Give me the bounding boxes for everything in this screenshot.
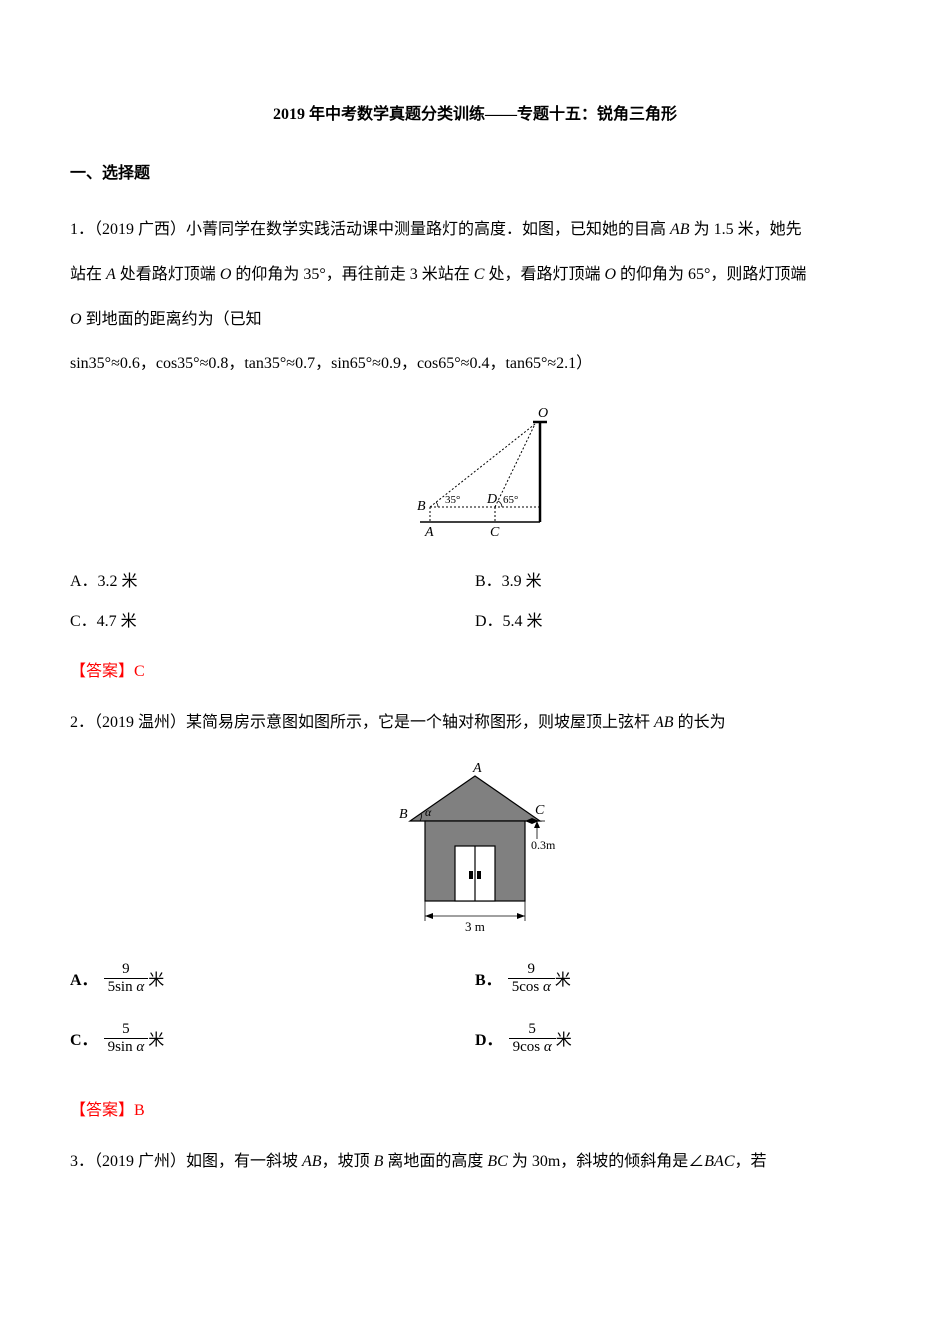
opt-prefix: C． [70,1026,98,1050]
opt-prefix: B． [475,966,502,990]
q1-option-d: D．5.4 米 [475,602,880,642]
q3-text: 3．（2019 广州）如图，有一斜坡 AB，坡顶 B 离地面的高度 BC 为 3… [70,1140,880,1185]
unit: 米 [148,1026,164,1050]
frac-den: 9cos α [509,1039,556,1056]
angle-65: 65° [503,494,518,506]
frac-num: 5 [509,1021,556,1039]
q2-text: 2．（2019 温州）某简易房示意图如图所示，它是一个轴对称图形，则坡屋顶上弦杆… [70,701,880,746]
q1-option-a: A．3.2 米 [70,562,475,602]
q2-figure: A B C α 0.3m 3 m [70,761,880,946]
label-c2: C [535,803,545,818]
label-c: C [490,525,500,540]
q1-line3: O 到地面的距离约为（已知 [70,311,262,328]
opt-prefix: A． [70,966,98,990]
frac-den: 5cos α [508,979,555,996]
q2-answer: 【答案】B [70,1096,880,1120]
label-o: O [538,406,548,421]
q2-option-d: D． 5 9cos α 米 [475,1021,880,1056]
q1-line1: 1．（2019 广西）小菁同学在数学实践活动课中测量路灯的高度．如图，已知她的目… [70,221,802,238]
frac-den: 9sin α [104,1039,149,1056]
q1-line2: 站在 A 处看路灯顶端 O 的仰角为 35°，再往前走 3 米站在 C 处，看路… [70,266,806,283]
opt-prefix: D． [475,1026,503,1050]
frac-num: 5 [104,1021,149,1039]
frac-num: 9 [508,961,555,979]
label-a2: A [472,761,482,776]
dim-3m: 3 m [465,919,485,934]
angle-35: 35° [445,494,460,506]
unit: 米 [148,966,164,990]
unit: 米 [555,966,571,990]
label-d: D [486,492,497,507]
unit: 米 [556,1026,572,1050]
q2-line: 2．（2019 温州）某简易房示意图如图所示，它是一个轴对称图形，则坡屋顶上弦杆… [70,714,726,731]
q1-options: A．3.2 米 B．3.9 米 C．4.7 米 D．5.4 米 [70,562,880,642]
q2-option-b: B． 9 5cos α 米 [475,961,880,996]
label-a: A [424,525,434,540]
frac-den: 5sin α [104,979,149,996]
q1-answer: 【答案】C [70,657,880,681]
q1-line4: sin35°≈0.6，cos35°≈0.8，tan35°≈0.7，sin65°≈… [70,355,592,372]
label-b2: B [399,807,408,822]
q1-option-b: B．3.9 米 [475,562,880,602]
q1-text: 1．（2019 广西）小菁同学在数学实践活动课中测量路灯的高度．如图，已知她的目… [70,208,880,387]
q2-options: A． 9 5sin α 米 B． 9 5cos α 米 C． 5 9sin α … [70,961,880,1081]
q1-figure: O B D A C 35° 65° [70,402,880,547]
page-title: 2019 年中考数学真题分类训练——专题十五：锐角三角形 [70,100,880,124]
section-header: 一、选择题 [70,159,880,183]
frac-num: 9 [104,961,149,979]
q2-option-c: C． 5 9sin α 米 [70,1021,475,1056]
q2-option-a: A． 9 5sin α 米 [70,961,475,996]
label-alpha-icon: α [425,805,432,819]
q1-option-c: C．4.7 米 [70,602,475,642]
dim-03m: 0.3m [531,838,556,852]
label-b: B [417,499,426,514]
q3-line: 3．（2019 广州）如图，有一斜坡 AB，坡顶 B 离地面的高度 BC 为 3… [70,1153,767,1170]
